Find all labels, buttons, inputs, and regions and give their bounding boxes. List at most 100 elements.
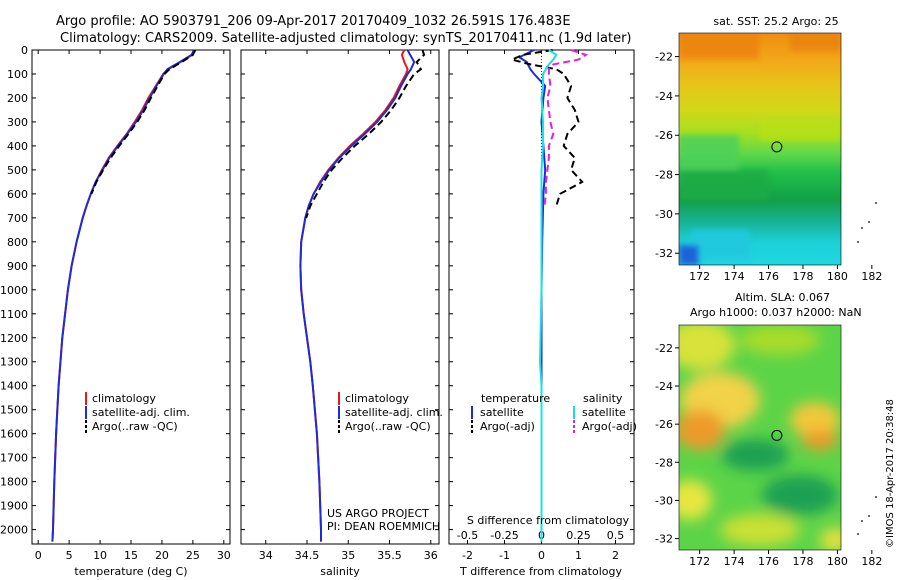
- salinity-panel-frame: [240, 49, 440, 545]
- legend-label-satellite: satellite-adj. clim.: [345, 406, 443, 419]
- difference-xlabel: T difference from climatology: [459, 565, 622, 578]
- y-tick-label: 800: [7, 236, 28, 249]
- legend-label-s-satellite: satellite: [582, 406, 626, 419]
- y-tick-label: 100: [7, 68, 28, 81]
- s-tick-label: -0.5: [457, 529, 478, 542]
- y-tick-label: 1100: [0, 308, 28, 321]
- map-y-tick-label: -32: [655, 247, 673, 260]
- salinity-xlabel: salinity: [320, 565, 360, 578]
- y-tick-label: 1800: [0, 476, 28, 489]
- legend-label-climatology: climatology: [345, 392, 409, 405]
- y-tick-label: 1500: [0, 404, 28, 417]
- x-tick-label: 35.5: [377, 549, 402, 562]
- map-x-tick-label: 174: [724, 555, 745, 568]
- y-tick-label: 2000: [0, 524, 28, 537]
- map-y-tick-label: -30: [655, 208, 673, 221]
- temperature-legend: climatology satellite-adj. clim. Argo(..…: [85, 392, 190, 433]
- y-tick-label: 400: [7, 140, 28, 153]
- map-y-tick-label: -26: [655, 418, 673, 431]
- s-tick-label: 0.25: [566, 529, 591, 542]
- legend-title-salinity: salinity: [583, 392, 623, 405]
- map-y-tick-label: -22: [655, 342, 673, 355]
- map-y-tick-label: -24: [655, 90, 673, 103]
- temperature-panel-frame: [31, 49, 231, 545]
- x-tick-label: 30: [217, 549, 231, 562]
- map-x-tick-label: 174: [724, 270, 745, 283]
- x-tick-label: -1: [499, 549, 510, 562]
- map-x-tick-label: 182: [861, 270, 882, 283]
- legend-label-t-argo: Argo(-adj): [480, 420, 535, 433]
- s-tick-label: 0.5: [607, 529, 625, 542]
- legend-label-climatology: climatology: [92, 392, 156, 405]
- series-line-argo-raw-qc: [305, 49, 426, 219]
- map-y-tick-label: -28: [655, 169, 673, 182]
- x-tick-label: 20: [155, 549, 169, 562]
- map-x-tick-label: 172: [689, 270, 710, 283]
- y-tick-label: 1900: [0, 500, 28, 513]
- s-tick-label: -0.25: [490, 529, 518, 542]
- map-x-tick-label: 178: [792, 555, 813, 568]
- legend-title-temperature: temperature: [481, 392, 550, 405]
- y-tick-label: 1200: [0, 332, 28, 345]
- salinity-legend: climatology satellite-adj. clim. Argo(..…: [338, 392, 443, 433]
- sla-map-frame: [678, 324, 842, 551]
- x-tick-label: 34.5: [295, 549, 320, 562]
- y-tick-label: 700: [7, 212, 28, 225]
- island-markers: [857, 202, 877, 535]
- map-x-tick-label: 172: [689, 555, 710, 568]
- x-tick-label: 2: [612, 549, 619, 562]
- series-line-climatology: [299, 49, 409, 542]
- temperature-plot: 0 5 10 15 20 25 300100200300400500600700800900…: [0, 44, 231, 562]
- series-line-satellite-adj-clim: [51, 49, 195, 542]
- map-x-tick-label: 180: [827, 555, 848, 568]
- x-tick-label: 5: [66, 549, 73, 562]
- sla-profile-marker: [771, 429, 783, 441]
- legend-label-argo: Argo(..raw -QC): [92, 420, 178, 433]
- sla-map-axes: 172 174 176 178 180 182 -22 -24 -26 -28 -30 -32: [655, 342, 882, 568]
- salinity-plot: 34 34.5 35 35.5 36: [241, 49, 439, 562]
- temperature-xlabel: temperature (deg C): [74, 565, 187, 578]
- map-x-tick-label: 182: [861, 555, 882, 568]
- series-line-argo-raw-qc: [90, 49, 197, 195]
- y-tick-label: 900: [7, 260, 28, 273]
- x-tick-label: 35: [341, 549, 355, 562]
- x-tick-label: 0: [538, 549, 545, 562]
- difference-legend: temperature satellite Argo(-adj) salinit…: [471, 392, 637, 433]
- x-tick-label: -2: [462, 549, 473, 562]
- y-tick-label: 600: [7, 188, 28, 201]
- x-tick-label: 10: [93, 549, 107, 562]
- series-line-climatology: [51, 49, 196, 542]
- map-x-tick-label: 180: [827, 270, 848, 283]
- map-y-tick-label: -22: [655, 51, 673, 64]
- project-label: US ARGO PROJECT: [327, 507, 429, 520]
- y-tick-label: 1700: [0, 452, 28, 465]
- map-x-tick-label: 176: [758, 270, 779, 283]
- sla-map-image: [679, 325, 841, 550]
- legend-label-s-argo: Argo(-adj): [582, 420, 637, 433]
- map-y-tick-label: -30: [655, 494, 673, 507]
- map-y-tick-label: -24: [655, 380, 673, 393]
- sst-map-image: [679, 33, 841, 265]
- y-tick-label: 1400: [0, 380, 28, 393]
- pi-label: PI: DEAN ROEMMICH: [327, 520, 440, 533]
- x-tick-label: 1: [575, 549, 582, 562]
- legend-label-satellite: satellite-adj. clim.: [92, 406, 190, 419]
- x-tick-label: 15: [124, 549, 138, 562]
- y-tick-label: 1600: [0, 428, 28, 441]
- difference-xlabel-top: S difference from climatology: [467, 514, 630, 527]
- sla-map-title-1: Altim. SLA: 0.067: [735, 291, 830, 304]
- y-tick-label: 0: [21, 44, 28, 57]
- legend-label-t-satellite: satellite: [480, 406, 524, 419]
- x-tick-label: 34: [259, 549, 273, 562]
- sst-map-title: sat. SST: 25.2 Argo: 25: [713, 15, 838, 28]
- sst-profile-marker: [771, 141, 783, 153]
- series-line-s-satellite: [538, 49, 558, 542]
- sst-map-frame: [678, 32, 842, 266]
- series-line-satellite-adj-clim: [299, 49, 416, 542]
- sst-map-axes: 172 174 176 178 180 182 -22 -24 -26 -28 -30 -32: [655, 51, 882, 283]
- map-x-tick-label: 176: [758, 555, 779, 568]
- map-y-tick-label: -28: [655, 456, 673, 469]
- y-tick-label: 500: [7, 164, 28, 177]
- x-tick-label: 0: [35, 549, 42, 562]
